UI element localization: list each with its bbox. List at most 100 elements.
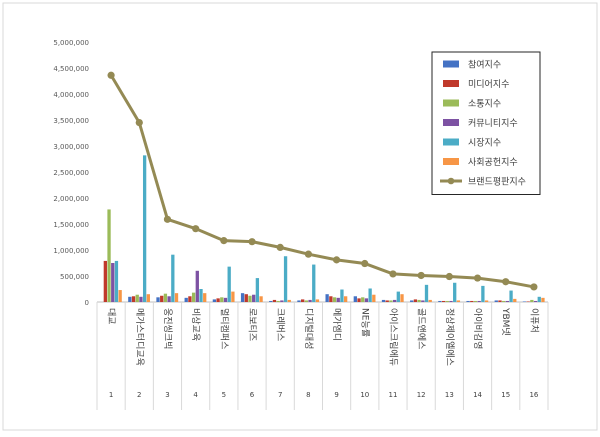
- bar: [372, 294, 376, 302]
- bar: [308, 299, 312, 302]
- category-label: 크레버스: [275, 308, 286, 341]
- bar: [142, 155, 147, 302]
- line-point: [163, 215, 172, 223]
- bar: [156, 297, 160, 302]
- bar: [163, 293, 168, 302]
- legend-swatch: [443, 60, 459, 68]
- bar: [449, 300, 453, 302]
- y-tick-label: 1,000,000: [53, 247, 89, 255]
- y-tick-label: 5,000,000: [53, 39, 89, 47]
- bar: [357, 298, 361, 302]
- bar: [329, 296, 333, 302]
- bar: [340, 289, 344, 302]
- bar: [530, 299, 534, 302]
- bar: [199, 289, 203, 302]
- bar: [223, 297, 228, 302]
- bar: [212, 299, 217, 302]
- bar: [494, 300, 498, 302]
- bar: [191, 292, 196, 302]
- legend-label: 미디어지수: [468, 79, 509, 90]
- line-series-group: [107, 71, 538, 291]
- bar: [533, 300, 538, 302]
- bar: [417, 299, 421, 302]
- category-label: 메가스터디교육: [134, 308, 145, 366]
- legend-label: 사회공헌지수: [468, 157, 518, 168]
- category-label: 이퓨처: [528, 308, 540, 333]
- bar: [272, 299, 277, 302]
- bar: [118, 290, 122, 302]
- bar: [280, 300, 284, 302]
- bar: [421, 300, 425, 302]
- bar: [392, 299, 397, 302]
- rank-label: 5: [222, 391, 226, 399]
- legend-swatch: [443, 99, 459, 107]
- line-point: [530, 283, 538, 291]
- bar: [227, 266, 231, 302]
- bar: [353, 296, 357, 302]
- legend-label: 브랜드평판지수: [468, 177, 526, 188]
- legend-swatch: [443, 119, 459, 126]
- bar: [389, 300, 393, 302]
- bar: [477, 300, 481, 302]
- bar: [167, 296, 171, 302]
- y-tick-label: 3,500,000: [53, 117, 89, 125]
- bar: [498, 300, 502, 302]
- bar: [301, 299, 305, 302]
- rank-label: 13: [445, 391, 454, 399]
- rank-label: 4: [193, 391, 198, 399]
- category-label: 골드앤에스: [416, 308, 427, 349]
- rank-label: 14: [473, 391, 482, 399]
- category-label: 로보티즈: [247, 308, 258, 341]
- line-point: [276, 243, 284, 251]
- bar: [381, 299, 386, 302]
- bar: [269, 300, 273, 302]
- bar: [255, 278, 260, 302]
- bar: [171, 254, 175, 302]
- legend-label: 커뮤니티지수: [468, 118, 518, 129]
- line-point: [220, 237, 228, 245]
- bar: [428, 299, 432, 302]
- bar: [240, 293, 245, 302]
- line-point: [445, 272, 453, 281]
- category-label: 대교: [106, 308, 117, 325]
- legend-swatch: [443, 80, 459, 87]
- category-label: 아이스크림에듀: [387, 308, 399, 366]
- rank-label: 12: [417, 391, 426, 399]
- bar: [470, 300, 474, 302]
- bar: [410, 300, 414, 302]
- legend-label: 시장지수: [468, 138, 501, 149]
- legend-label: 소통지수: [468, 99, 501, 110]
- series-line: [109, 74, 535, 289]
- x-axis: 대교 메가스터디교육 웅진씽크빅 비상교육 멀티캠퍼스 로보티즈 크레버스 디지털대성 메가엠디…: [96, 302, 549, 410]
- line-point: [502, 278, 510, 286]
- bar: [146, 294, 150, 302]
- category-label: 비상교육: [190, 308, 201, 341]
- bar: [336, 297, 340, 302]
- bar: [361, 297, 365, 302]
- rank-label: 7: [278, 391, 282, 399]
- bar: [287, 299, 291, 302]
- bar: [276, 300, 280, 302]
- bar: [473, 300, 478, 302]
- category-label: 아이비김영: [472, 308, 484, 349]
- bar: [481, 285, 485, 302]
- bar: [203, 293, 207, 302]
- legend-swatch: [443, 158, 459, 165]
- bar: [396, 291, 400, 302]
- category-label: 메가엠디: [331, 308, 343, 341]
- bar: [304, 300, 309, 302]
- bar: [131, 296, 136, 302]
- bar: [283, 256, 288, 302]
- bar: [400, 294, 404, 302]
- bar: [438, 300, 442, 302]
- category-label: 멀티캠퍼스: [218, 308, 230, 349]
- y-tick-label: 4,000,000: [53, 91, 89, 99]
- category-label: 디지털대성: [303, 308, 315, 349]
- y-tick-label: 2,000,000: [53, 195, 89, 203]
- rank-label: 3: [165, 391, 169, 399]
- rank-label: 10: [360, 391, 369, 399]
- rank-label: 9: [334, 391, 338, 399]
- bar: [160, 295, 164, 302]
- line-point: [192, 225, 200, 233]
